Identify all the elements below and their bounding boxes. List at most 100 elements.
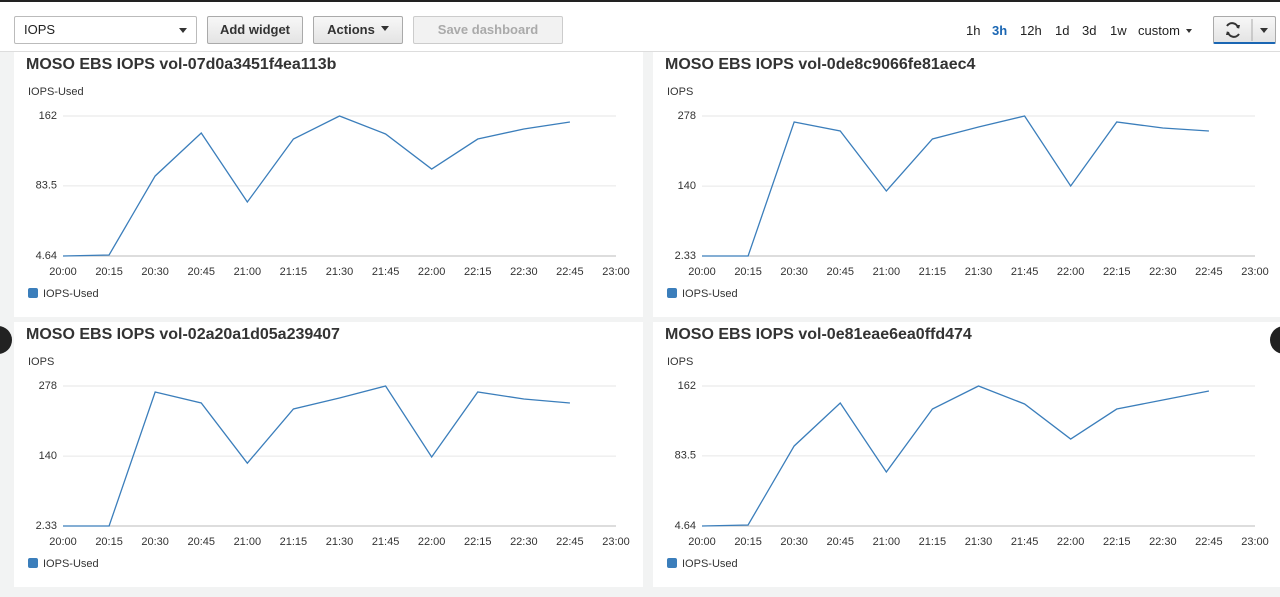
time-range-option[interactable]: 3d [1082,23,1097,38]
button-label: Save dashboard [437,22,539,37]
add-widget-button[interactable]: Add widget [207,16,303,44]
y-tick-label: 4.64 [36,250,57,262]
x-tick-label: 23:00 [1241,266,1269,278]
x-tick-label: 22:45 [1195,536,1223,548]
widget-panel: MOSO EBS IOPS vol-07d0a3451f4ea113b IOPS-… [14,52,643,317]
y-tick-label: 140 [39,450,57,462]
y-tick-label: 278 [39,380,57,392]
x-tick-label: 20:45 [826,266,854,278]
time-range-option[interactable]: custom [1138,23,1192,38]
legend-swatch [667,558,677,568]
x-tick-label: 20:00 [688,536,716,548]
x-tick-label: 21:00 [873,536,901,548]
actions-button[interactable]: Actions [313,16,403,44]
button-label: Actions [327,22,375,37]
x-tick-label: 20:00 [49,536,77,548]
caret [380,26,389,35]
button-label: Add widget [219,22,291,37]
x-tick-label: 23:00 [602,536,630,548]
x-tick-label: 21:30 [326,536,354,548]
legend-swatch [28,288,38,298]
x-tick-label: 20:00 [688,266,716,278]
x-tick-label: 22:30 [1149,536,1177,548]
x-tick-label: 21:00 [234,266,262,278]
legend-swatch [28,558,38,568]
y-axis-label: IOPS [667,86,693,98]
x-tick-label: 20:30 [780,266,808,278]
x-tick-label: 21:45 [1011,266,1039,278]
x-tick-label: 20:45 [826,536,854,548]
series-line [63,385,570,527]
x-tick-label: 20:30 [780,536,808,548]
x-tick-label: 22:15 [464,536,492,548]
x-tick-label: 22:15 [1103,536,1131,548]
time-range-option[interactable]: 1w [1110,23,1127,38]
x-tick-label: 21:45 [372,536,400,548]
chart-title: MOSO EBS IOPS vol-07d0a3451f4ea113b [26,56,337,73]
metric-select[interactable]: IOPS [14,16,197,44]
time-range-option[interactable]: 1h [966,23,981,38]
widget-panel: MOSO EBS IOPS vol-0e81eae6ea0ffd474 IOPS 4… [653,322,1280,587]
x-tick-label: 22:15 [1103,266,1131,278]
x-tick-label: 20:45 [187,536,215,548]
time-range-option[interactable]: 1d [1055,23,1070,38]
save-dashboard-button[interactable]: Save dashboard [413,16,563,44]
x-tick-label: 21:00 [234,536,262,548]
nav-right[interactable] [1270,326,1280,354]
x-tick-label: 21:30 [965,266,993,278]
x-tick-label: 20:15 [95,536,123,548]
x-tick-label: 22:45 [556,536,584,548]
y-axis-label: IOPS [28,356,54,368]
x-tick-label: 22:00 [418,536,446,548]
chart-title: MOSO EBS IOPS vol-02a20a1d05a239407 [26,326,340,343]
x-tick-label: 21:15 [919,266,947,278]
x-tick-label: 20:15 [734,266,762,278]
legend-label: IOPS-Used [682,558,738,570]
legend-label: IOPS-Used [43,558,99,570]
x-tick-label: 21:15 [919,536,947,548]
x-tick-label: 22:00 [418,266,446,278]
x-tick-label: 21:45 [372,266,400,278]
y-axis-label: IOPS-Used [28,86,84,98]
y-tick-label: 278 [678,110,696,122]
x-tick-label: 21:15 [280,266,308,278]
x-tick-label: 22:45 [556,266,584,278]
legend-swatch [667,288,677,298]
y-tick-label: 83.5 [36,180,57,192]
caret [1185,29,1192,36]
time-range-option[interactable]: 3h [992,23,1008,38]
y-tick-label: 140 [678,180,696,192]
x-tick-label: 22:30 [510,266,538,278]
chart: MOSO EBS IOPS vol-02a20a1d05a239407 IOPS 2… [26,326,630,570]
chart-title: MOSO EBS IOPS vol-0e81eae6ea0ffd474 [665,326,972,343]
legend-label: IOPS-Used [43,288,99,300]
x-tick-label: 22:15 [464,266,492,278]
refresh-heads [1226,25,1240,35]
refresh-button[interactable] [1213,16,1276,44]
caret [1260,28,1268,33]
y-tick-label: 2.33 [36,520,57,532]
x-tick-label: 20:30 [141,536,169,548]
nav-left[interactable] [0,326,12,354]
toolbar: IOPS Add widget Actions Save dashboard 1… [0,0,1280,52]
x-tick-label: 21:30 [965,536,993,548]
y-tick-label: 83.5 [675,450,696,462]
y-tick-label: 4.64 [675,520,696,532]
y-tick-label: 162 [678,380,696,392]
x-tick-label: 22:00 [1057,536,1085,548]
x-tick-label: 22:30 [1149,266,1177,278]
x-tick-label: 20:15 [734,536,762,548]
y-tick-label: 162 [39,110,57,122]
x-tick-label: 20:45 [187,266,215,278]
x-tick-label: 21:15 [280,536,308,548]
x-tick-label: 20:00 [49,266,77,278]
x-tick-label: 22:45 [1195,266,1223,278]
time-range-option[interactable]: 12h [1020,23,1042,38]
legend-label: IOPS-Used [682,288,738,300]
series-line [702,115,1209,257]
x-tick-label: 23:00 [1241,536,1269,548]
x-tick-label: 22:30 [510,536,538,548]
y-tick-label: 2.33 [675,250,696,262]
widget-panel: MOSO EBS IOPS vol-02a20a1d05a239407 IOPS 2… [14,322,643,587]
